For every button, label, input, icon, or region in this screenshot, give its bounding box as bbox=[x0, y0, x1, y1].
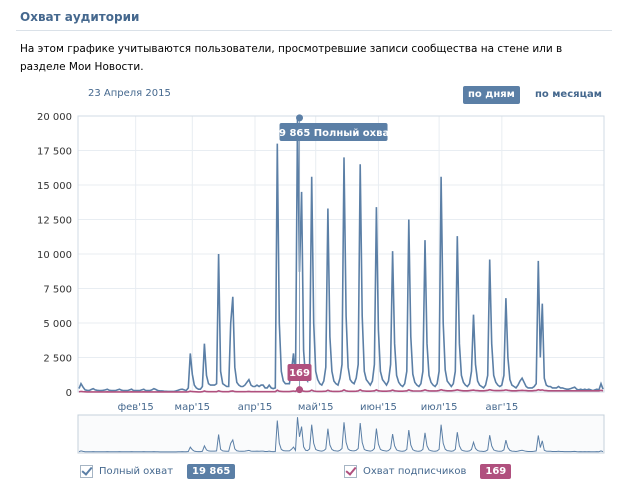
chart-description: На этом графике учитываются пользователи… bbox=[20, 43, 563, 73]
subscriber-reach-legend-label: Охват подписчиков bbox=[363, 466, 467, 477]
total-reach-badge: 19 865 bbox=[187, 464, 236, 479]
legend-total[interactable]: Полный охват 19 865 bbox=[80, 464, 236, 484]
subscriber-tooltip-label: 169 bbox=[289, 368, 310, 379]
y-tick-label: 5 000 bbox=[43, 319, 72, 330]
total-point-marker bbox=[296, 114, 304, 122]
y-tick-label: 7 500 bbox=[43, 285, 72, 296]
total-tooltip-label: 19 865 Полный охват bbox=[272, 128, 395, 139]
x-tick-label: фев'15 bbox=[118, 402, 154, 413]
overview-navigator[interactable] bbox=[77, 414, 605, 454]
plot-border bbox=[77, 115, 605, 393]
x-tick-label: июл'15 bbox=[421, 402, 458, 413]
y-tick-label: 20 000 bbox=[37, 112, 72, 123]
x-tick-label: апр'15 bbox=[238, 402, 273, 413]
subscriber-reach-line[interactable] bbox=[78, 388, 604, 393]
x-axis-labels: фев'15 мар'15 апр'15 май'15 июн'15 июл'15 авг'… bbox=[118, 402, 519, 413]
x-tick-label: мар'15 bbox=[175, 402, 211, 413]
y-tick-label: 10 000 bbox=[37, 250, 72, 261]
selected-date-label: 23 Апреля 2015 bbox=[88, 88, 171, 99]
total-tooltip-box bbox=[279, 123, 388, 141]
subscriber-tooltip-box bbox=[287, 364, 312, 381]
chart-grid bbox=[78, 115, 604, 393]
by-days-button[interactable]: по дням bbox=[463, 86, 520, 104]
total-reach-line[interactable] bbox=[78, 117, 604, 393]
subscriber-reach-checkbox[interactable] bbox=[344, 465, 357, 478]
x-tick-label: авг'15 bbox=[485, 402, 518, 413]
total-reach-legend-label: Полный охват bbox=[99, 466, 174, 477]
y-tick-label: 17 500 bbox=[37, 147, 72, 158]
y-axis-labels: 0 2 500 5 000 7 500 10 000 12 500 15 000 17 500… bbox=[37, 112, 72, 399]
by-months-button[interactable]: по месяцам bbox=[535, 89, 602, 100]
legend-subscribers[interactable]: Охват подписчиков 169 bbox=[344, 464, 512, 484]
y-tick-label: 15 000 bbox=[37, 181, 72, 192]
x-tick-label: май'15 bbox=[298, 402, 334, 413]
highlight-marker: 19 865 Полный охват 169 bbox=[272, 114, 395, 394]
total-reach-checkbox[interactable] bbox=[80, 465, 93, 478]
subscriber-reach-badge: 169 bbox=[480, 464, 512, 479]
subscriber-point-marker bbox=[296, 386, 304, 394]
y-tick-label: 12 500 bbox=[37, 216, 72, 227]
y-tick-label: 0 bbox=[66, 388, 72, 399]
x-tick-label: июн'15 bbox=[360, 402, 397, 413]
y-tick-label: 2 500 bbox=[43, 354, 72, 365]
page-title: Охват аудитории bbox=[20, 10, 140, 24]
overview-line bbox=[78, 417, 604, 453]
header-divider bbox=[16, 30, 612, 31]
